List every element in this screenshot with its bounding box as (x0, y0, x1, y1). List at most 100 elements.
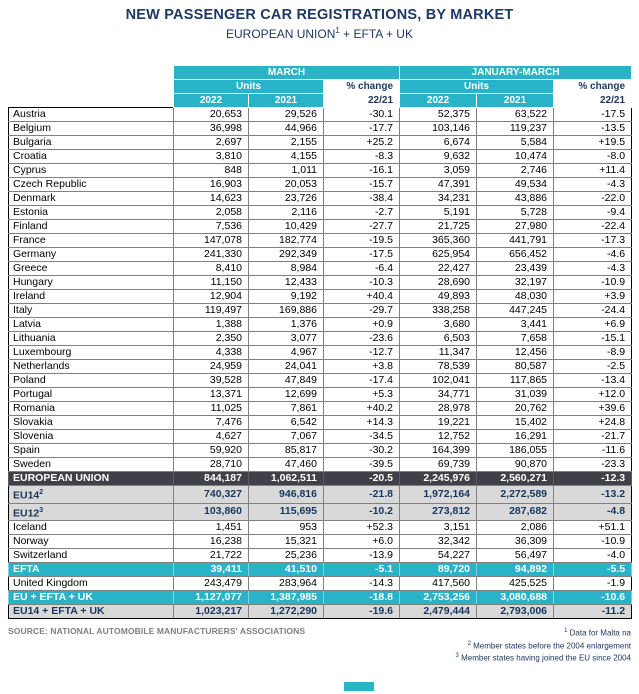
value-cell: -30.2 (322, 443, 401, 458)
value-cell: -5.5 (553, 562, 633, 577)
value-cell: 3,151 (399, 520, 478, 535)
table-row: Slovenia 4,627 7,067 -34.5 12,752 16,291 -21.7 (8, 429, 633, 444)
value-cell: 3,810 (173, 149, 249, 164)
header-march: MARCH (172, 65, 401, 80)
value-cell: 11,025 (173, 401, 249, 416)
value-cell: 69,739 (399, 457, 478, 472)
value-cell: 19,221 (399, 415, 478, 430)
value-cell: +14.3 (322, 415, 401, 430)
value-cell: 24,041 (248, 359, 324, 374)
value-cell: 20,762 (476, 401, 555, 416)
value-cell: -34.5 (322, 429, 401, 444)
table-row: Austria 20,653 29,526 -30.1 52,375 63,522 -17.… (8, 107, 633, 122)
value-cell: 32,342 (399, 534, 478, 549)
value-cell: -10.9 (553, 534, 633, 549)
value-cell: 1,023,217 (173, 604, 249, 619)
value-cell: +40.2 (322, 401, 401, 416)
value-cell: -39.5 (322, 457, 401, 472)
value-cell: -13.9 (322, 548, 401, 563)
country-cell: Croatia (8, 149, 174, 164)
value-cell: 3,680 (399, 317, 478, 332)
value-cell: 10,474 (476, 149, 555, 164)
value-cell: -12.7 (322, 345, 401, 360)
value-cell: 7,658 (476, 331, 555, 346)
value-cell: +12.0 (553, 387, 633, 402)
header-units-jan-march: Units (399, 79, 555, 94)
value-cell: 7,476 (173, 415, 249, 430)
value-cell: -29.7 (322, 303, 401, 318)
country-cell: Cyprus (8, 163, 174, 178)
value-cell: 946,816 (248, 485, 324, 504)
country-cell: Ireland (8, 289, 174, 304)
value-cell: -8.3 (322, 149, 401, 164)
header-units-march: Units (173, 79, 324, 94)
value-cell: -17.3 (553, 233, 633, 248)
value-cell: -10.6 (553, 590, 633, 605)
value-cell: 32,197 (476, 275, 555, 290)
value-cell: 16,903 (173, 177, 249, 192)
value-cell: 5,191 (399, 205, 478, 220)
value-cell: -8.0 (553, 149, 633, 164)
table-row: Czech Republic 16,903 20,053 -15.7 47,391 49,… (8, 177, 633, 192)
value-cell: 47,460 (248, 457, 324, 472)
value-cell: 2,560,271 (476, 471, 555, 486)
value-cell: 2,479,444 (399, 604, 478, 619)
value-cell: 2,793,006 (476, 604, 555, 619)
value-cell: 338,258 (399, 303, 478, 318)
value-cell: +6.9 (553, 317, 633, 332)
value-cell: 656,452 (476, 247, 555, 262)
value-cell: -13.5 (553, 121, 633, 136)
country-cell: Czech Republic (8, 177, 174, 192)
value-cell: 15,402 (476, 415, 555, 430)
country-cell: Netherlands (8, 359, 174, 374)
value-cell: 3,441 (476, 317, 555, 332)
value-cell: +40.4 (322, 289, 401, 304)
country-cell: Poland (8, 373, 174, 388)
value-cell: 1,451 (173, 520, 249, 535)
value-cell: -17.7 (322, 121, 401, 136)
table-row: United Kingdom 243,479 283,964 -14.3 417,560… (8, 576, 633, 591)
value-cell: 3,077 (248, 331, 324, 346)
value-cell: 21,725 (399, 219, 478, 234)
value-cell: 4,627 (173, 429, 249, 444)
country-cell: Iceland (8, 520, 174, 535)
value-cell: 4,155 (248, 149, 324, 164)
value-cell: +25.2 (322, 135, 401, 150)
country-cell: Bulgaria (8, 135, 174, 150)
page-subtitle: EUROPEAN UNION1 + EFTA + UK (0, 26, 639, 41)
value-cell: 94,892 (476, 562, 555, 577)
value-cell: 89,720 (399, 562, 478, 577)
value-cell: 28,690 (399, 275, 478, 290)
country-cell: Finland (8, 219, 174, 234)
value-cell: 1,127,077 (173, 590, 249, 605)
value-cell: 1,062,511 (248, 471, 324, 486)
country-cell: Switzerland (8, 548, 174, 563)
value-cell: -12.3 (553, 471, 633, 486)
value-cell: 27,980 (476, 219, 555, 234)
value-cell: -18.8 (322, 590, 401, 605)
footnote-marker: 2 (39, 489, 44, 496)
country-cell: EFTA (8, 562, 174, 577)
value-cell: 10,429 (248, 219, 324, 234)
value-cell: 844,187 (173, 471, 249, 486)
table-row: Croatia 3,810 4,155 -8.3 9,632 10,474 -8.0 (8, 149, 633, 164)
value-cell: 2,058 (173, 205, 249, 220)
value-cell: 2,155 (248, 135, 324, 150)
value-cell: 52,375 (399, 107, 478, 122)
value-cell: 417,560 (399, 576, 478, 591)
value-cell: 9,632 (399, 149, 478, 164)
value-cell: -4.3 (553, 177, 633, 192)
value-cell: 85,817 (248, 443, 324, 458)
value-cell: -4.3 (553, 261, 633, 276)
country-cell: Estonia (8, 205, 174, 220)
table-row: EU142 740,327 946,816 -21.8 1,972,164 2,272,5… (8, 485, 633, 504)
value-cell: 243,479 (173, 576, 249, 591)
footer: SOURCE: NATIONAL AUTOMOBILE MANUFACTURER… (8, 626, 631, 664)
value-cell: 169,886 (248, 303, 324, 318)
footnote: 1 Data for Malta na (564, 628, 631, 638)
value-cell: 3,059 (399, 163, 478, 178)
country-cell: EU142 (8, 485, 174, 504)
value-cell: 20,653 (173, 107, 249, 122)
value-cell: 119,497 (173, 303, 249, 318)
